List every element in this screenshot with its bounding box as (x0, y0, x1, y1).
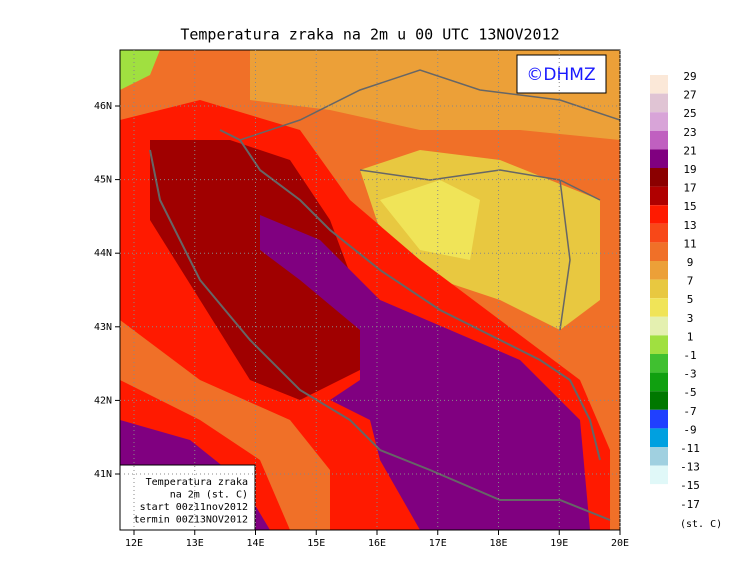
lat-label: 43N (94, 322, 112, 333)
lon-label: 20E (611, 538, 629, 549)
legend-swatch (650, 186, 668, 206)
legend-label: 29 (683, 70, 696, 83)
legend-swatch (650, 93, 668, 113)
lon-label: 17E (429, 538, 447, 549)
legend-label: 1 (687, 330, 694, 343)
legend-label: 15 (683, 200, 696, 213)
legend-label: -7 (683, 405, 696, 418)
legend-label: 5 (687, 293, 694, 306)
legend-swatch (650, 428, 668, 447)
info-line: Temperatura zraka (146, 477, 248, 488)
legend-swatch (650, 149, 668, 168)
lon-label: 16E (368, 538, 386, 549)
lat-label: 46N (94, 101, 112, 112)
lat-label: 45N (94, 175, 112, 186)
legend-label: 11 (683, 237, 696, 250)
legend-swatch (650, 112, 668, 131)
lon-label: 13E (186, 538, 204, 549)
legend-swatch (650, 75, 668, 94)
info-line: start 00z11nov2012 (140, 502, 248, 513)
legend-unit: (st. C) (680, 519, 722, 530)
legend-label: -1 (683, 349, 696, 362)
legend-swatch (650, 298, 668, 317)
legend-label: -15 (680, 479, 700, 492)
logo-box (516, 54, 607, 94)
legend-label: 3 (687, 312, 694, 325)
legend-label: 19 (683, 163, 696, 176)
logo: ©DHMZ (526, 65, 595, 85)
legend-label: 13 (683, 219, 696, 232)
legend-swatch (650, 205, 668, 224)
legend-label: 27 (683, 89, 696, 102)
lon-label: 14E (246, 538, 264, 549)
legend-swatch (650, 316, 668, 336)
lat-label: 42N (94, 395, 112, 406)
lat-label: 44N (94, 248, 112, 259)
legend-label: -9 (683, 423, 696, 436)
lon-label: 15E (307, 538, 325, 549)
lat-label: 41N (94, 469, 112, 480)
legend-swatch (650, 130, 668, 150)
legend-label: 17 (683, 182, 696, 195)
legend-label: 25 (683, 107, 696, 120)
legend-swatch (650, 372, 668, 392)
legend-label: 7 (687, 275, 694, 288)
legend-label: -11 (680, 442, 700, 455)
legend-swatch (650, 391, 668, 410)
legend-label: 21 (683, 144, 696, 157)
legend-swatch (650, 484, 668, 503)
legend-swatch (650, 261, 668, 280)
map-title: Temperatura zraka na 2m u 00 UTC 13NOV20… (180, 26, 559, 44)
legend-label: -5 (683, 386, 696, 399)
legend-label: 9 (687, 256, 694, 269)
legend-swatch (650, 465, 668, 485)
legend-swatch (650, 335, 668, 354)
lon-label: 12E (125, 538, 143, 549)
lon-label: 19E (550, 538, 568, 549)
lon-label: 18E (489, 538, 507, 549)
info-box (119, 464, 256, 531)
legend-swatch (650, 168, 668, 187)
legend-label: 23 (683, 126, 696, 139)
legend-label: -17 (680, 498, 700, 511)
legend-swatch (650, 279, 668, 299)
legend-label: -3 (683, 368, 696, 381)
legend-swatch (650, 223, 668, 243)
info-line: termin 00Z13NOV2012 (134, 515, 248, 526)
legend-swatch (650, 447, 668, 466)
legend-label: -13 (680, 461, 700, 474)
legend-swatch (650, 354, 668, 373)
legend-swatch (650, 242, 668, 261)
legend-swatch (650, 409, 668, 429)
info-line: na 2m (st. C) (170, 490, 248, 501)
